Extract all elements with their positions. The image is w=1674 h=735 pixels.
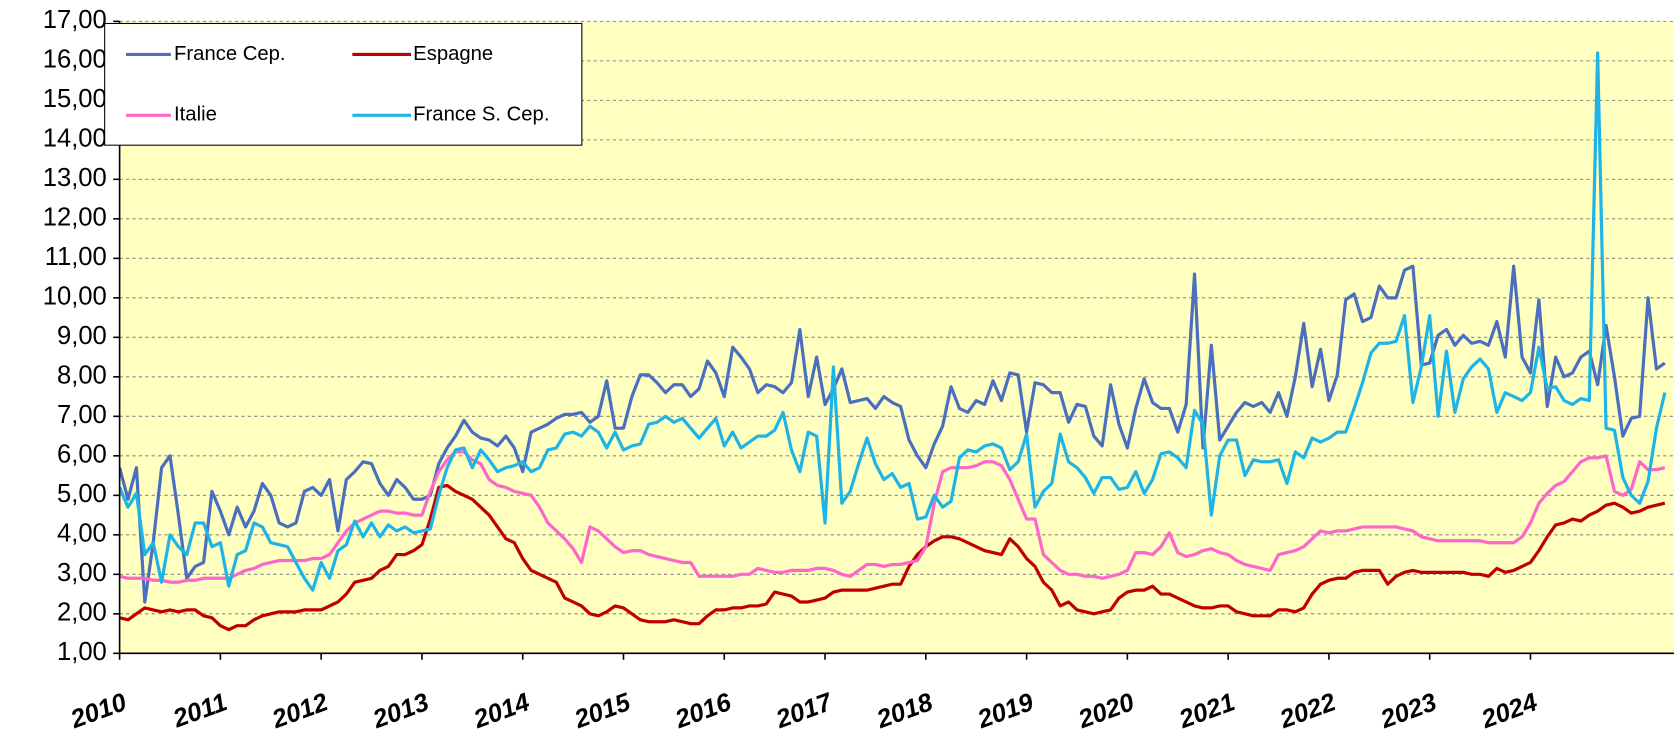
y-tick-label: 4,00 [57, 520, 107, 548]
y-tick-label: 6,00 [57, 441, 107, 469]
y-tick-label: 11,00 [45, 243, 107, 271]
x-tick-label: 2011 [169, 688, 231, 733]
y-tick-label: 16,00 [43, 46, 107, 74]
legend-label: Espagne [413, 43, 493, 65]
x-tick-label: 2010 [66, 688, 130, 734]
legend-box [104, 22, 583, 146]
y-tick-label: 2,00 [57, 599, 107, 627]
series-line [119, 51, 1667, 592]
y-tick-label: 13,00 [43, 164, 107, 192]
series-line [119, 264, 1666, 604]
y-tick-label: 9,00 [57, 322, 107, 350]
x-tick-label: 2023 [1376, 688, 1440, 734]
x-tick-label: 2014 [469, 688, 533, 734]
x-tick-label: 2020 [1074, 688, 1138, 734]
lines [119, 51, 1667, 632]
x-tick-label: 2015 [570, 688, 635, 734]
y-tick-label: 15,00 [43, 85, 107, 113]
y-tick-label: 8,00 [57, 362, 107, 390]
x-tick-label: 2021 [1175, 688, 1239, 734]
x-tick-label: 2016 [671, 688, 736, 734]
x-tick-label: 2022 [1275, 688, 1339, 734]
x-tick-label: 2018 [872, 688, 937, 734]
series-line [119, 450, 1666, 584]
y-tick-label: 3,00 [57, 559, 107, 587]
legend-label: France Cep. [174, 43, 286, 65]
y-tick-label: 10,00 [43, 283, 107, 311]
y-tick-label: 17,00 [43, 6, 107, 34]
legend-label: Italie [174, 104, 217, 126]
x-tick-label: 2012 [268, 688, 332, 734]
legend-label: France S. Cep. [413, 104, 549, 126]
y-tick-label: 12,00 [43, 204, 107, 232]
x-tick-label: 2019 [973, 688, 1038, 734]
y-tick-label: 7,00 [57, 401, 107, 429]
y-tick-label: 14,00 [43, 125, 107, 153]
x-tick-label: 2024 [1477, 688, 1541, 734]
y-tick-label: 1,00 [57, 638, 107, 666]
legend: France Cep. Espagne Italie France S. Cep. [104, 22, 583, 146]
y-tick-label: 5,00 [57, 480, 107, 508]
series-line [119, 483, 1666, 632]
x-tick-label: 2013 [368, 688, 432, 734]
x-tick-label: 2017 [772, 688, 838, 735]
